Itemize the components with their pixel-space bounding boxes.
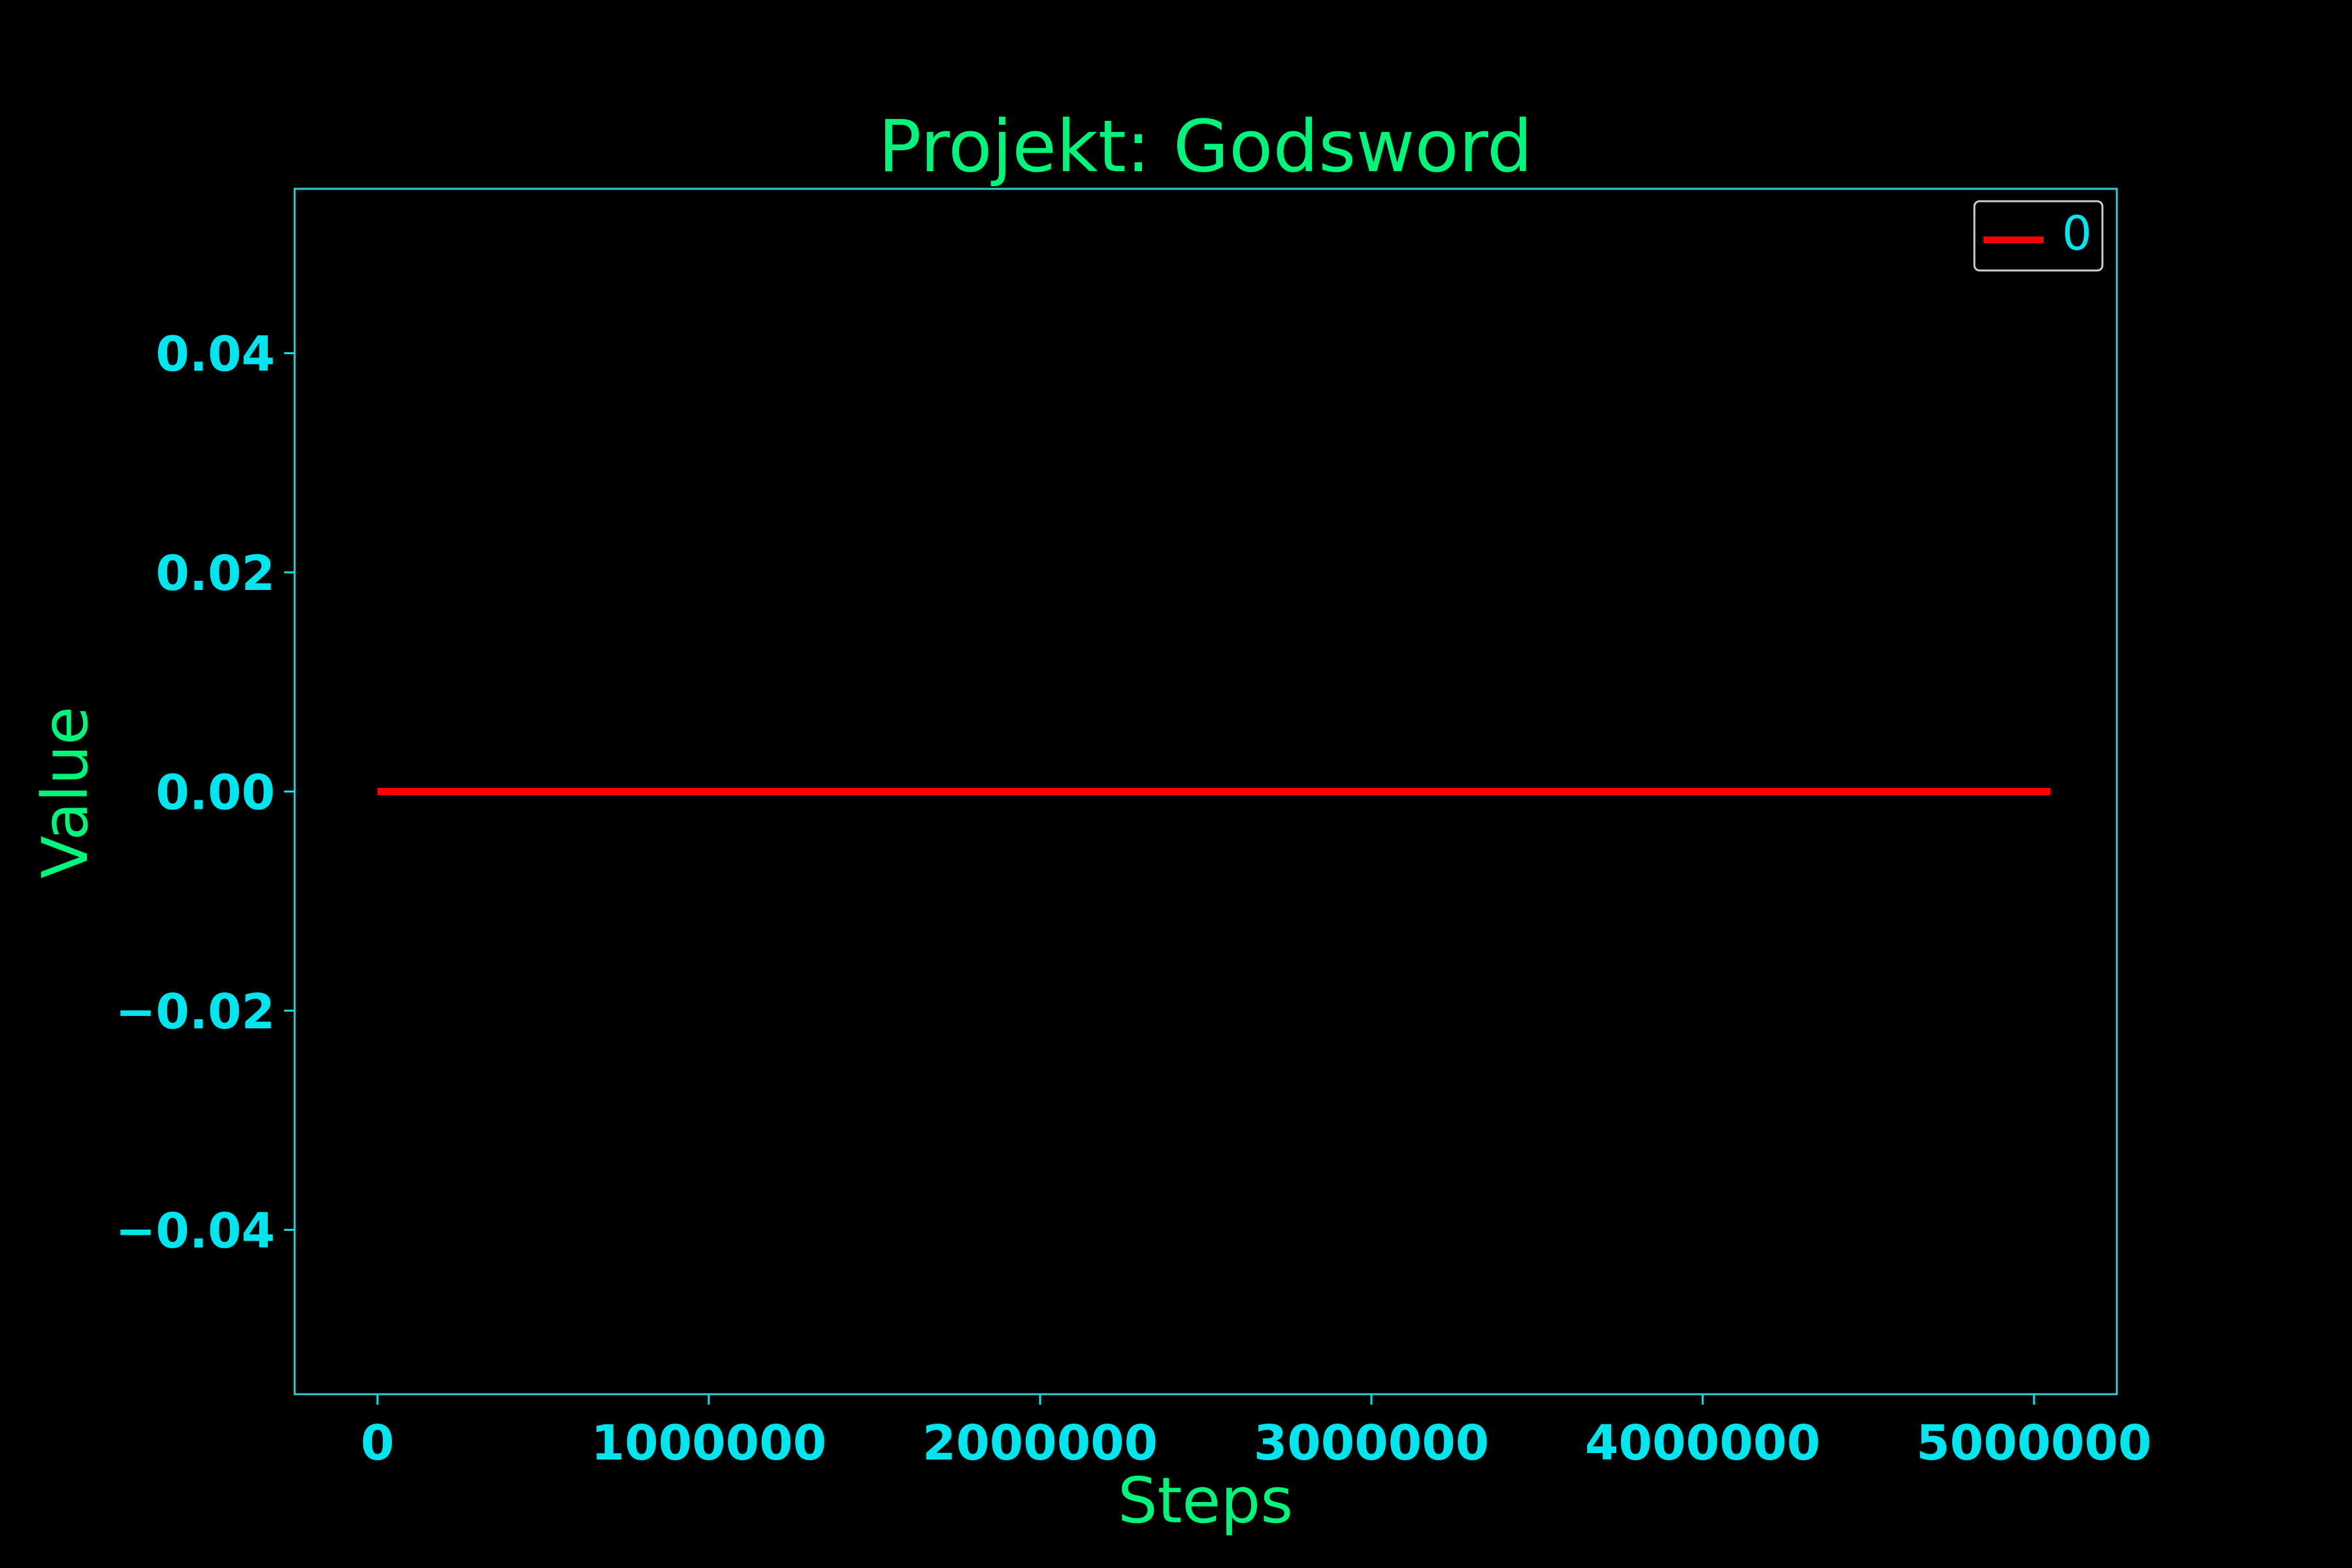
x-tick-label: 5000000 (1916, 1415, 2151, 1471)
x-axis: 0 1000000 2000000 3000000 4000000 5000000 (361, 1394, 2151, 1471)
x-tick-label: 2000000 (923, 1415, 1158, 1471)
legend-label-series-0: 0 (2062, 206, 2092, 261)
legend-box (1973, 200, 2104, 272)
x-tick-label: 0 (361, 1415, 395, 1471)
x-axis-label: Steps (1118, 1464, 1294, 1537)
y-axis-label: Value (29, 706, 102, 879)
x-tick-label: 4000000 (1585, 1415, 1820, 1471)
y-tick-label: 0.02 (155, 546, 275, 602)
y-tick-label: 0.00 (155, 765, 275, 821)
x-tick-label: 1000000 (591, 1415, 826, 1471)
y-tick-label: 0.04 (155, 327, 275, 383)
legend: 0 (1973, 200, 2104, 272)
chart-title: Projekt: Godsword (878, 105, 1533, 188)
y-axis: 0.04 0.02 0.00 −0.02 −0.04 (115, 327, 295, 1259)
y-tick-label: −0.04 (115, 1203, 275, 1259)
x-tick-label: 3000000 (1254, 1415, 1489, 1471)
y-tick-label: −0.02 (115, 984, 275, 1040)
